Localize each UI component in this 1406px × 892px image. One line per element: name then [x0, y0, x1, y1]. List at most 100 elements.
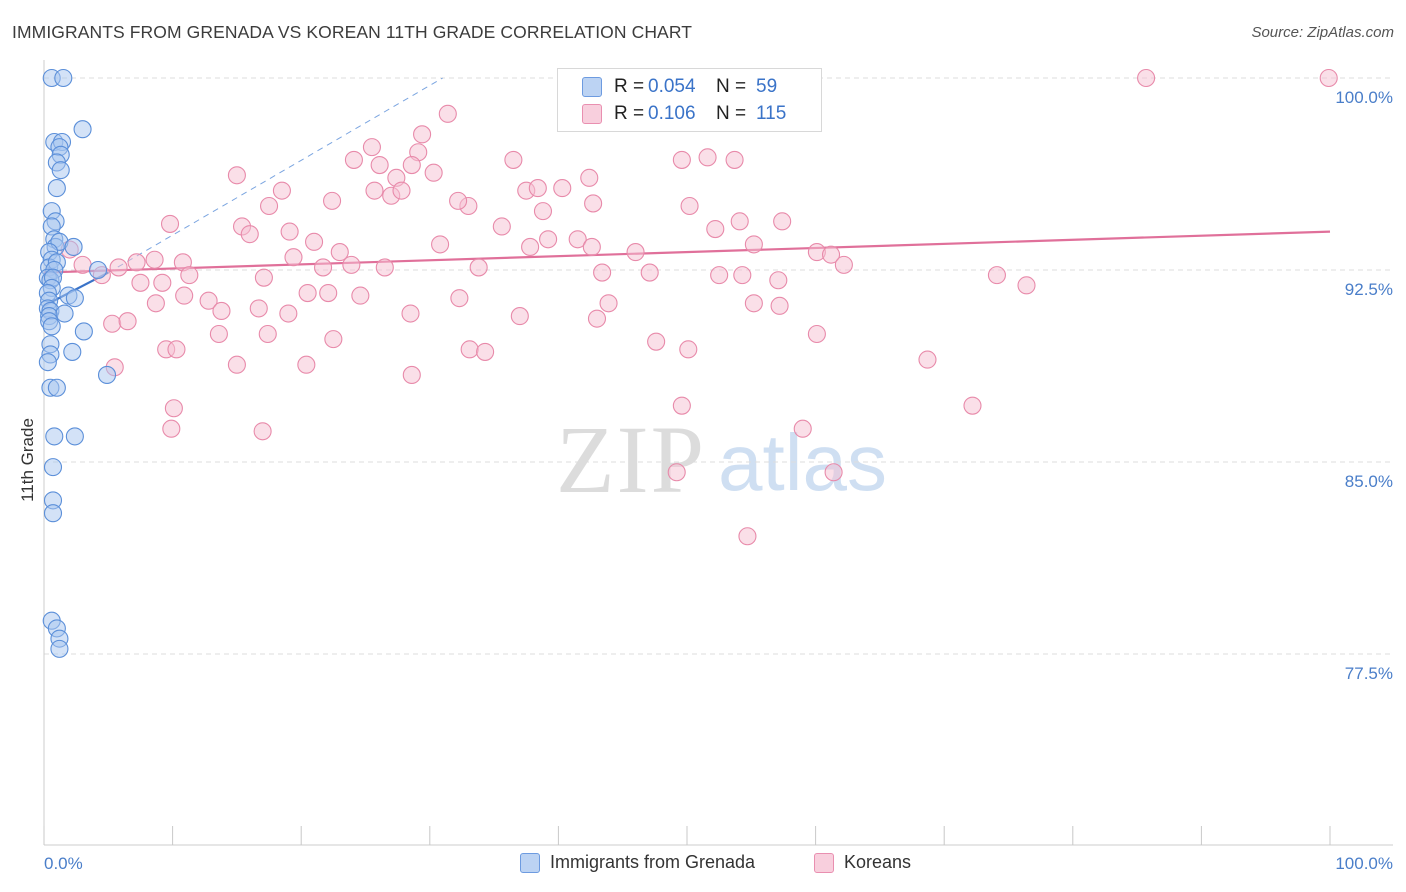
korean-point — [539, 230, 558, 249]
legend-r-label: R = — [614, 76, 645, 97]
korean-point — [1137, 68, 1156, 88]
korean-point — [272, 181, 291, 200]
korean-point — [626, 243, 645, 262]
y-tick-label: 92.5% — [1345, 280, 1393, 299]
korean-point — [109, 258, 128, 277]
korean-point — [103, 314, 122, 333]
korean-point — [73, 255, 92, 274]
korean-point — [227, 166, 246, 185]
koreans-points — [60, 68, 1338, 546]
grenada-point — [38, 353, 57, 372]
grenada-point — [45, 427, 64, 446]
korean-point — [918, 350, 937, 369]
korean-point — [175, 286, 194, 305]
korean-point — [413, 125, 432, 144]
korean-point — [209, 324, 228, 344]
korean-point — [297, 355, 316, 374]
korean-point — [593, 263, 612, 282]
grenada-point — [63, 342, 82, 361]
korean-point — [401, 304, 420, 323]
korean-point — [533, 202, 553, 221]
korean-point — [351, 286, 370, 305]
korean-point — [821, 245, 841, 264]
korean-point — [279, 304, 298, 323]
grenada-point — [65, 289, 84, 308]
y-tick-labels: 100.0% 92.5% 85.0% 77.5% — [1335, 88, 1393, 683]
legend-r-value: 0.054 — [648, 76, 696, 97]
koreans-trend-line — [43, 230, 1331, 274]
korean-point — [770, 296, 789, 315]
legend-swatch-blue — [582, 77, 602, 97]
legend-n-label: N = — [716, 103, 747, 124]
grenada-point — [54, 68, 73, 88]
korean-point — [342, 255, 361, 274]
korean-point — [744, 294, 763, 313]
korean-point — [131, 273, 150, 292]
korean-point — [259, 196, 279, 216]
grenada-point — [51, 161, 70, 180]
korean-point — [253, 422, 272, 441]
source-label: Source: ZipAtlas.com — [1251, 24, 1394, 41]
watermark-zip: ZIP — [556, 406, 706, 513]
korean-point — [240, 225, 259, 244]
korean-point — [599, 294, 618, 313]
korean-point — [492, 217, 511, 236]
korean-point — [438, 104, 457, 123]
korean-point — [504, 150, 523, 169]
grenada-points — [38, 68, 117, 658]
korean-point — [987, 266, 1006, 285]
bottom-legend-label: Koreans — [844, 852, 912, 872]
korean-point — [323, 191, 342, 210]
y-axis-label: 11th Grade — [18, 418, 37, 502]
korean-point — [510, 307, 529, 326]
korean-point — [330, 243, 349, 262]
korean-point — [160, 214, 180, 233]
korean-point — [587, 309, 607, 328]
bottom-legend-swatch-pink — [814, 852, 834, 873]
grenada-point — [50, 639, 69, 658]
korean-point — [145, 250, 164, 269]
grenada-point — [47, 378, 66, 397]
watermark: ZIP atlas — [556, 406, 887, 513]
korean-point — [1017, 276, 1036, 295]
bottom-legend-swatch-blue — [520, 852, 540, 873]
korean-point — [730, 212, 749, 231]
grenada-point — [43, 504, 63, 523]
legend-n-label: N = — [716, 76, 747, 97]
korean-point — [1319, 68, 1338, 88]
korean-point — [324, 330, 343, 349]
korean-point — [580, 168, 599, 187]
korean-point — [744, 235, 763, 254]
korean-point — [680, 196, 699, 216]
korean-point — [733, 266, 752, 285]
korean-point — [254, 268, 273, 287]
grenada-point — [43, 458, 63, 477]
korean-point — [402, 155, 421, 175]
grenada-point — [42, 317, 61, 336]
gridlines — [44, 77, 1393, 655]
korean-point — [793, 419, 812, 438]
korean-point — [698, 148, 717, 167]
korean-point — [963, 396, 982, 415]
legend-row-koreans: R = 0.106 N = 115 — [582, 102, 786, 126]
korean-point — [807, 324, 826, 344]
korean-point — [738, 527, 757, 546]
legend-swatch-pink — [582, 104, 602, 124]
korean-point — [258, 324, 277, 344]
korean-point — [127, 253, 146, 272]
korean-point — [392, 181, 411, 200]
korean-point — [553, 179, 572, 198]
korean-point — [460, 340, 479, 359]
korean-point — [249, 299, 268, 318]
korean-point — [153, 273, 172, 292]
legend-n-value: 115 — [756, 103, 787, 124]
korean-point — [773, 212, 792, 231]
korean-point — [362, 138, 381, 157]
x-tick-label: 100.0% — [1335, 854, 1393, 873]
stats-legend: R = 0.054 N = 59 R = 0.106 N = 115 — [557, 68, 822, 132]
legend-r-label: R = — [614, 103, 645, 124]
korean-point — [568, 230, 587, 249]
grenada-point — [73, 120, 92, 139]
grenada-point — [47, 179, 66, 198]
